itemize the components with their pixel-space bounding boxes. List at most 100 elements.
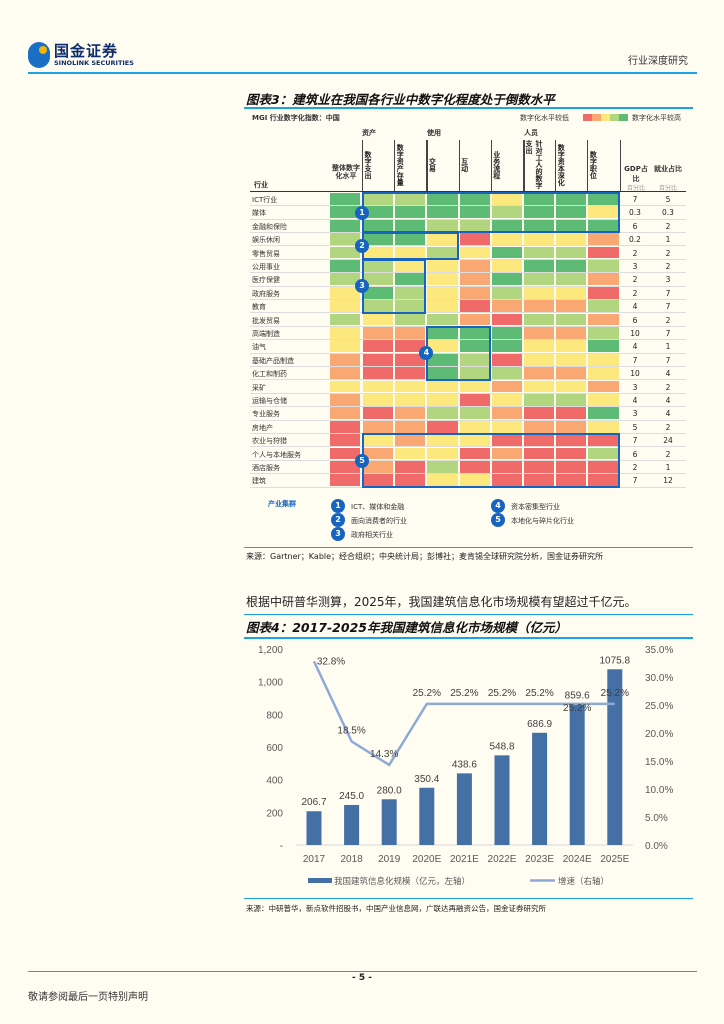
- figure4-top-divider: [244, 614, 693, 615]
- heatmap-cell: [459, 447, 490, 460]
- legend-bar-swatch: [308, 878, 332, 883]
- heatmap-cell: [459, 353, 490, 366]
- heatmap-cell: [491, 380, 522, 393]
- row-separator: [250, 218, 686, 220]
- heatmap-cell: [427, 313, 458, 326]
- column-divider: [523, 140, 525, 191]
- heatmap-cell: [395, 380, 426, 393]
- cluster-legend-badge: 5: [491, 513, 505, 527]
- heatmap-cell: [395, 273, 426, 286]
- bar: [306, 811, 322, 845]
- heatmap-cell: [556, 447, 587, 460]
- growth-label: 25.2%: [563, 703, 591, 714]
- logo-subtext: SINOLINK SECURITIES: [54, 59, 134, 67]
- heatmap-header-rule: [250, 191, 686, 192]
- heatmap-cell: [363, 233, 394, 246]
- heatmap-cell: [427, 286, 458, 299]
- cluster-badge: 3: [355, 279, 369, 294]
- x-tick: 2023E: [525, 854, 554, 865]
- row-separator: [250, 272, 686, 274]
- column-divider: [619, 140, 621, 191]
- heatmap-cell: [459, 461, 490, 473]
- emp-share: 2: [665, 382, 671, 392]
- heatmap-cell: [363, 434, 394, 447]
- row-separator: [250, 459, 686, 461]
- column-divider: [394, 140, 396, 191]
- heatmap-cell: [330, 447, 360, 460]
- heatmap-cell: [588, 340, 619, 353]
- heatmap-cell: [524, 461, 555, 473]
- bar-label: 438.6: [452, 759, 477, 770]
- x-tick: 2022E: [488, 854, 517, 865]
- heatmap-cell: [588, 353, 619, 366]
- logo-text: 国金证券: [54, 42, 119, 60]
- heatmap-cell: [459, 233, 490, 246]
- heatmap-cell: [588, 407, 619, 420]
- emp-share: 5: [665, 195, 671, 204]
- heatmap-cell: [330, 246, 360, 259]
- heatmap-cell: [491, 434, 522, 447]
- heatmap-cell: [363, 193, 394, 205]
- heatmap-cell: [588, 461, 619, 473]
- heatmap-cell: [491, 474, 522, 487]
- heatmap-cell: [491, 233, 522, 246]
- heatmap-cell: [524, 367, 555, 380]
- heatmap-cell: [427, 219, 458, 232]
- cluster-legend-badge: 2: [331, 513, 345, 527]
- heatmap-cell: [427, 394, 458, 406]
- heatmap-cell: [363, 273, 394, 286]
- bar-label: 686.9: [527, 719, 552, 730]
- y-right-tick: 30.0%: [645, 673, 673, 684]
- heatmap-cell: [363, 380, 394, 393]
- heatmap-cell: [556, 367, 587, 380]
- cluster-legend-label: 本地化与碎片化行业: [511, 517, 574, 525]
- heatmap-cell: [588, 286, 619, 299]
- heatmap-cell: [395, 367, 426, 380]
- heatmap-cell: [491, 193, 522, 205]
- heatmap-cell: [524, 233, 555, 246]
- heatmap-cell: [524, 380, 555, 393]
- legend-bar-label: 我国建筑信息化规模（亿元，左轴）: [334, 876, 470, 886]
- heatmap-cell: [395, 193, 426, 205]
- heatmap-cell: [556, 219, 587, 232]
- heatmap-cell: [427, 340, 458, 353]
- heatmap-cell: [363, 300, 394, 313]
- heatmap-cell: [524, 300, 555, 313]
- heatmap-cell: [491, 286, 522, 299]
- heatmap-cell: [556, 340, 587, 353]
- heatmap-cell: [330, 474, 360, 487]
- gdp-share: 7: [632, 195, 638, 204]
- heatmap-cell: [427, 461, 458, 473]
- column-divider: [426, 140, 429, 191]
- heatmap-cell: [459, 313, 490, 326]
- gdp-share: 7: [632, 476, 638, 486]
- heatmap-cell: [556, 273, 587, 286]
- heatmap-cell: [363, 420, 394, 433]
- row-label: 批发贸易: [252, 316, 280, 325]
- scale-swatch: [592, 114, 601, 121]
- heatmap-cell: [363, 327, 394, 339]
- gdp-share: 2: [632, 248, 638, 258]
- row-separator: [250, 473, 686, 475]
- heatmap-cell: [330, 461, 360, 473]
- heatmap-cell: [395, 327, 426, 339]
- column-divider: [458, 140, 460, 191]
- heatmap-cell: [330, 206, 360, 219]
- heatmap-cell: [524, 474, 555, 487]
- y-right-tick: 5.0%: [645, 813, 668, 824]
- page-number: - 5 -: [352, 973, 372, 983]
- x-tick: 2024E: [563, 854, 592, 865]
- heatmap-cell: [524, 340, 555, 353]
- heatmap-cell: [491, 246, 522, 259]
- row-label: 媒体: [252, 209, 266, 218]
- y-right-tick: 10.0%: [645, 785, 673, 796]
- column-divider: [587, 140, 589, 191]
- emp-share: 7: [665, 302, 671, 312]
- figure4-title: 图表4：2017-2025年我国建筑信息化市场规模（亿元）: [246, 620, 567, 635]
- heatmap-cell: [556, 193, 587, 205]
- column-divider: [555, 140, 557, 191]
- x-tick: 2017: [303, 854, 326, 865]
- heatmap-cell: [427, 273, 458, 286]
- bar-label: 245.0: [339, 791, 364, 802]
- heatmap-cell: [363, 367, 394, 380]
